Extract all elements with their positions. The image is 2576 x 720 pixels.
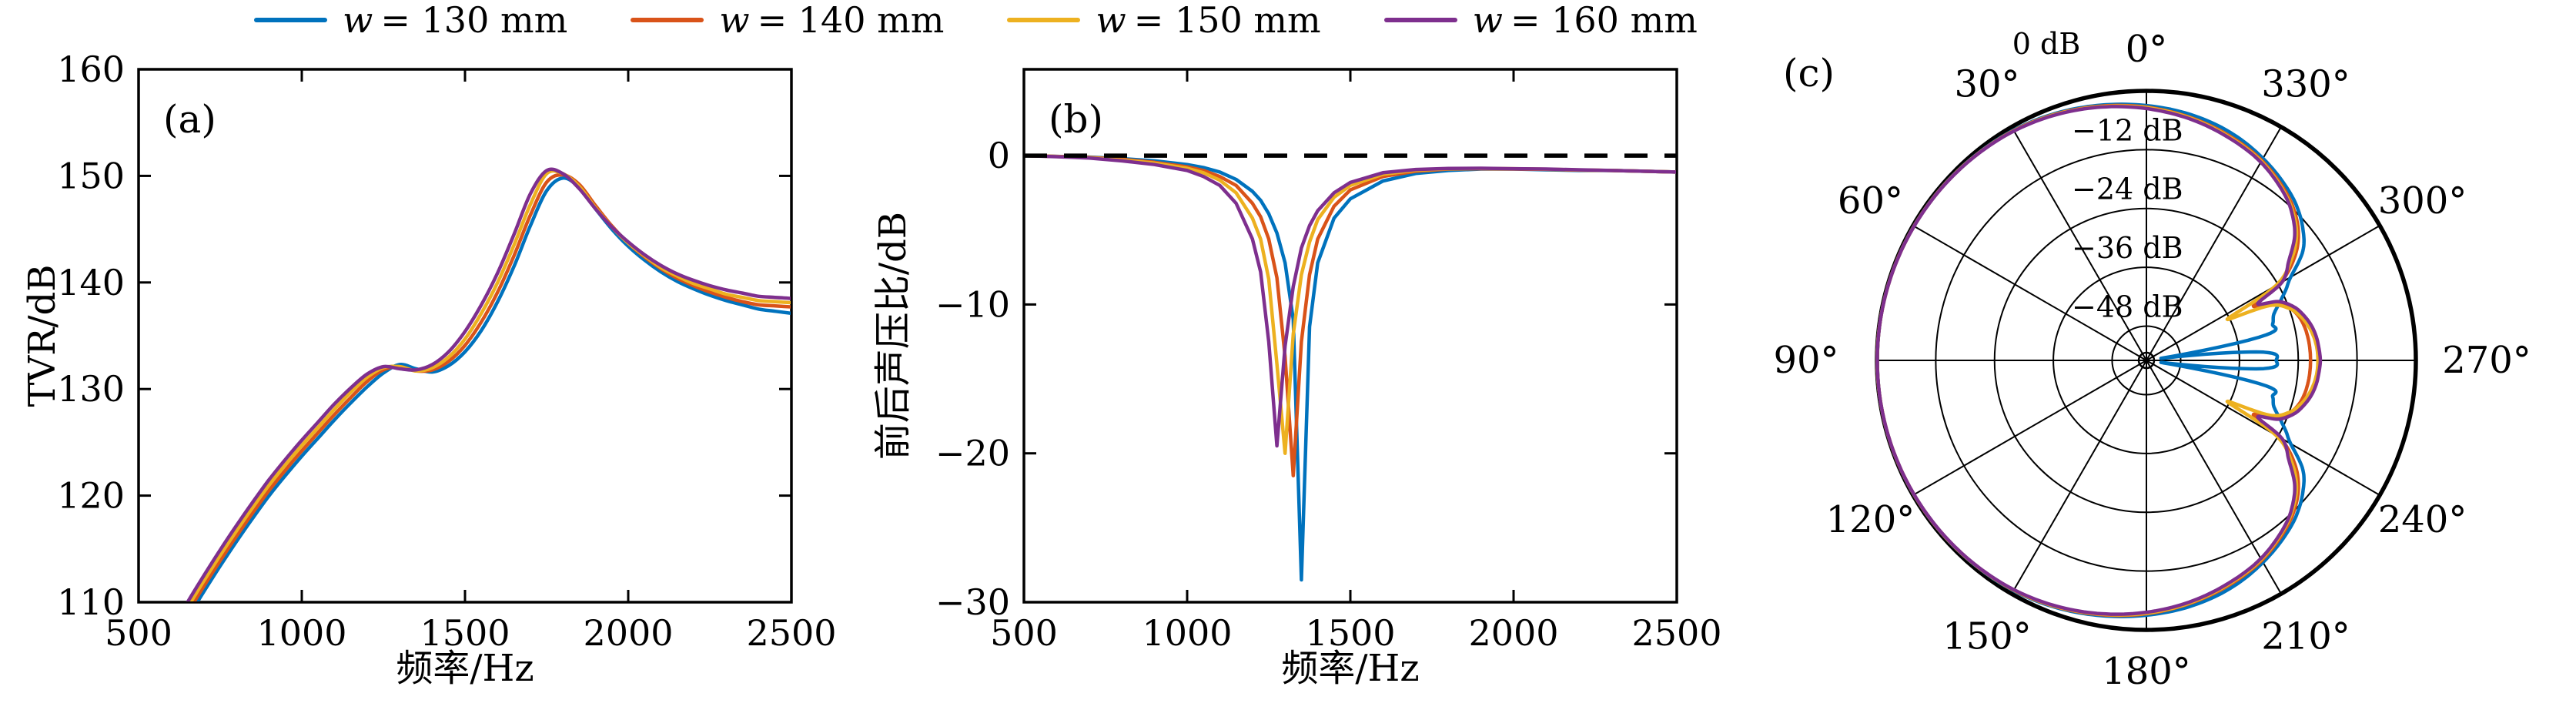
polar-angle-label-30: 30° <box>1954 62 2019 105</box>
legend-label: w = 130 mm <box>343 0 568 41</box>
polar-grid-ring--24dB <box>1993 207 2300 514</box>
panel-b-series-1 <box>1025 153 1676 582</box>
y-tick-label: 140 <box>57 262 125 303</box>
panel-a-series-4 <box>186 167 791 601</box>
polar-series-4 <box>1875 105 2323 616</box>
panel-b-series-2 <box>1025 153 1676 477</box>
polar-grid-ring--12dB <box>1935 149 2358 572</box>
y-tick-label: 110 <box>57 581 125 623</box>
polar-grid-ring--36dB <box>2052 266 2240 454</box>
polar-spoke-30 <box>2011 126 2147 361</box>
polar-angle-label-330: 330° <box>2261 62 2350 105</box>
polar-radial-label--12dB: −12 dB <box>2072 113 2183 147</box>
polar-spoke-210 <box>2146 360 2282 594</box>
x-tick-label: 2500 <box>1631 612 1721 654</box>
x-tick-label: 1500 <box>1305 612 1395 654</box>
legend-line-swatch <box>254 18 327 22</box>
legend-item-4: w = 160 mm <box>1383 0 1698 41</box>
legend-item-2: w = 140 mm <box>631 0 944 41</box>
x-tick-label: 1500 <box>420 612 510 654</box>
polar-angle-label-150: 150° <box>1942 615 2032 658</box>
legend-item-1: w = 130 mm <box>254 0 567 41</box>
polar-angle-label-180: 180° <box>2102 650 2191 693</box>
polar-spoke-60 <box>1912 225 2147 361</box>
polar-center-hub <box>2137 351 2156 370</box>
x-tick-label: 1000 <box>1142 612 1232 654</box>
polar-spoke-330 <box>2146 126 2282 361</box>
polar-radial-label--48dB: −48 dB <box>2072 290 2183 323</box>
panel-a-label: (a) <box>163 97 216 142</box>
polar-angle-label-300: 300° <box>2378 179 2467 223</box>
polar-spoke-300 <box>2146 225 2380 361</box>
x-tick-label: 500 <box>990 612 1058 654</box>
x-tick-label: 2500 <box>746 612 836 654</box>
polar-spoke-150 <box>2011 360 2147 594</box>
legend-item-3: w = 150 mm <box>1007 0 1321 41</box>
panel-a-y-axis-label: TVR/dB <box>21 264 64 407</box>
legend-line-swatch <box>631 18 704 22</box>
y-tick-label: 120 <box>57 475 125 517</box>
legend: w = 130 mm w = 140 mm w = 150 mm w = 160 mm <box>254 0 1698 41</box>
legend-line-swatch <box>1007 18 1081 22</box>
y-tick-label: 150 <box>57 155 125 196</box>
polar-angle-label-120: 120° <box>1826 498 1915 541</box>
panel-b-label: (b) <box>1049 97 1104 142</box>
panel-b-series-4 <box>1025 153 1676 448</box>
x-tick-label: 2000 <box>583 612 673 654</box>
polar-angle-label-0: 0° <box>2126 28 2168 71</box>
x-tick-label: 500 <box>105 612 172 654</box>
polar-angle-label-240: 240° <box>2378 498 2467 541</box>
polar-angle-label-60: 60° <box>1838 179 1903 223</box>
y-tick-label: −20 <box>935 433 1010 474</box>
legend-label: w = 150 mm <box>1096 0 1321 41</box>
polar-radial-label--24dB: −24 dB <box>2072 172 2183 206</box>
panel-a-series-1 <box>196 176 791 601</box>
panel-a-x-axis-label: 频率/Hz <box>396 647 534 690</box>
polar-angle-label-210: 210° <box>2261 615 2350 658</box>
legend-label: w = 160 mm <box>1472 0 1698 41</box>
x-tick-label: 2000 <box>1468 612 1558 654</box>
polar-spoke-120 <box>1912 360 2147 496</box>
panel-b-x-axis-label: 频率/Hz <box>1281 647 1420 690</box>
panel-c-polar-chart: 0° 30° 60° 90° 120° 150° 180° 210° 240° 270° 300° 3… <box>1773 27 2531 693</box>
legend-label: w = 140 mm <box>719 0 945 41</box>
y-tick-label: 130 <box>57 368 125 410</box>
panel-c-label: (c) <box>1783 51 1835 95</box>
y-tick-label: −30 <box>935 581 1010 623</box>
polar-spoke-240 <box>2146 360 2380 496</box>
y-tick-label: 0 <box>988 135 1010 176</box>
panel-b-axes-box <box>1022 68 1678 604</box>
y-tick-label: 160 <box>57 49 125 90</box>
panel-a-chart: 500 1000 1500 2000 2500 110 120 130 140 150 160 <box>57 49 836 654</box>
x-tick-label: 1000 <box>256 612 346 654</box>
polar-radial-label-0dB: 0 dB <box>2012 27 2081 61</box>
legend-line-swatch <box>1383 18 1457 22</box>
panel-b-chart: 500 1000 1500 2000 2500 0 −10 −20 −30 <box>935 68 1722 654</box>
panel-a-series-3 <box>189 169 791 601</box>
polar-angle-label-90: 90° <box>1773 339 1838 382</box>
polar-grid-ring--48dB <box>2111 325 2182 396</box>
polar-radial-label--36dB: −36 dB <box>2072 231 2183 265</box>
panel-a-series-2 <box>192 172 791 601</box>
panel-b-y-axis-label: 前后声压比/dB <box>871 211 915 460</box>
panel-a-axes-box <box>137 68 793 604</box>
y-tick-label: −10 <box>935 283 1010 325</box>
polar-angle-label-270: 270° <box>2442 339 2531 382</box>
